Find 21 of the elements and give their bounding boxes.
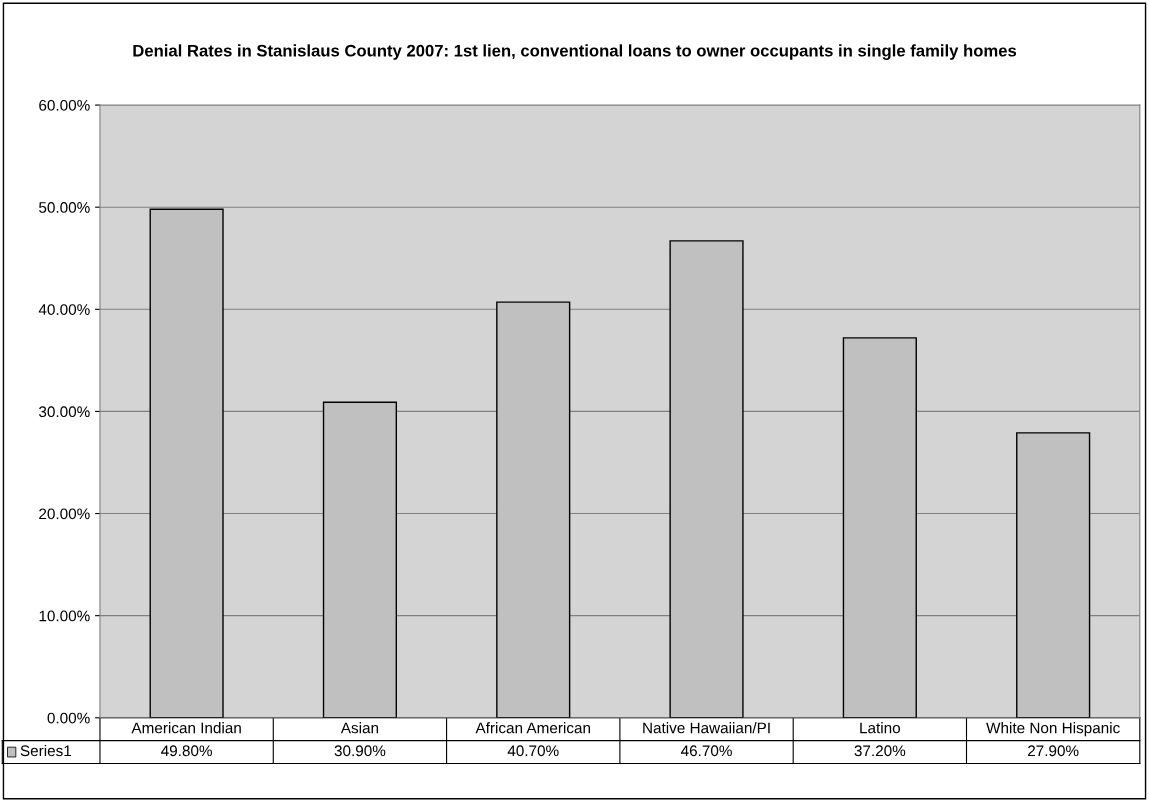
y-tick-label: 60.00%	[39, 99, 90, 111]
x-tick-label: Native Hawaiian/PI	[643, 722, 770, 734]
data-label: 27.90%	[1028, 745, 1079, 757]
x-tick-label: Asian	[340, 722, 379, 734]
y-tick-label: 0.00%	[47, 712, 90, 724]
data-label: 46.70%	[680, 745, 732, 757]
y-tick-label: 20.00%	[39, 508, 90, 520]
chart-title: Denial Rates in Stanislaus County 2007: 1st lien, conventional loans to owner occupants in single family homes	[133, 44, 1017, 60]
x-tick-label: Latino	[860, 722, 901, 734]
legend-label: Series1	[20, 744, 72, 757]
x-tick-label: American Indian	[131, 722, 241, 734]
data-label: 37.20%	[854, 745, 906, 757]
data-label: 40.70%	[507, 745, 559, 757]
y-tick-label: 50.00%	[39, 202, 90, 213]
y-tick-label: 40.00%	[38, 304, 90, 315]
y-tick-label: 10.00%	[39, 610, 90, 622]
y-tick-label: 30.00%	[39, 406, 90, 418]
data-label: 49.80%	[161, 745, 212, 757]
data-label: 30.90%	[334, 745, 386, 757]
x-tick-label: White Non Hispanic	[986, 722, 1120, 737]
x-tick-label: African American	[475, 722, 590, 734]
